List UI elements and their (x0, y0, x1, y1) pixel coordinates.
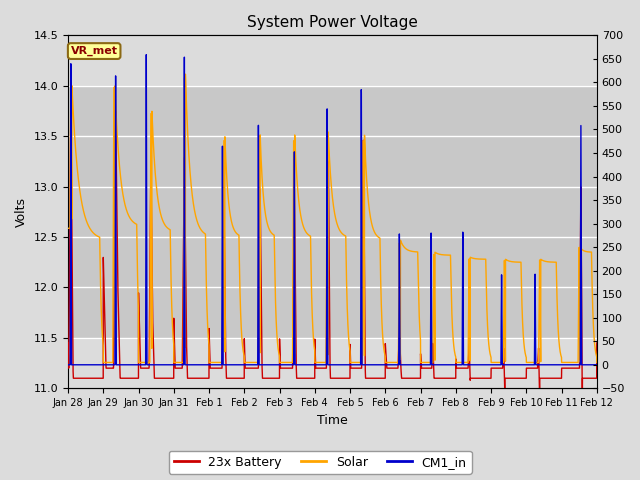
Bar (68, 86, 596, 338)
Legend: 23x Battery, Solar, CM1_in: 23x Battery, Solar, CM1_in (168, 451, 472, 474)
Title: System Power Voltage: System Power Voltage (247, 15, 418, 30)
X-axis label: Time: Time (317, 414, 348, 427)
Text: VR_met: VR_met (70, 46, 118, 56)
Y-axis label: Volts: Volts (15, 197, 28, 227)
